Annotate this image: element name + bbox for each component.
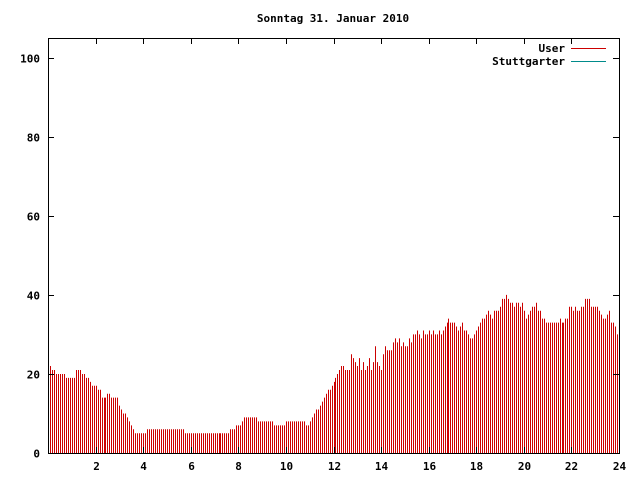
- x-tick-label: 18: [470, 460, 483, 473]
- legend-label-stuttgarter: Stuttgarter: [492, 55, 565, 68]
- x-tick-label: 22: [565, 460, 578, 473]
- y-tick-label: 40: [27, 290, 40, 303]
- x-tick-label: 12: [328, 460, 341, 473]
- x-tick-label: 6: [188, 460, 195, 473]
- bars-user: [48, 294, 620, 453]
- chart-title: Sonntag 31. Januar 2010: [257, 12, 409, 25]
- x-tick-label: 20: [518, 460, 531, 473]
- x-tick-label: 8: [235, 460, 242, 473]
- y-tick-label: 100: [20, 53, 40, 66]
- x-tick-label: 14: [375, 460, 389, 473]
- x-tick-label: 2: [93, 460, 100, 473]
- x-axis: 2 4 6 8 10 12 14 16 18 20 22 24: [93, 38, 626, 473]
- y-tick-label: 80: [27, 132, 40, 145]
- x-tick-label: 4: [140, 460, 147, 473]
- legend-label-user: User: [539, 42, 566, 55]
- x-tick-label: 16: [423, 460, 437, 473]
- x-tick-label: 24: [613, 460, 627, 473]
- x-tick-label: 10: [280, 460, 293, 473]
- y-tick-label: 20: [27, 369, 40, 382]
- y-axis: 0 20 40 60 80 100: [20, 53, 619, 461]
- legend: User Stuttgarter: [492, 42, 606, 68]
- y-tick-label: 0: [33, 448, 40, 461]
- y-tick-label: 60: [27, 211, 40, 224]
